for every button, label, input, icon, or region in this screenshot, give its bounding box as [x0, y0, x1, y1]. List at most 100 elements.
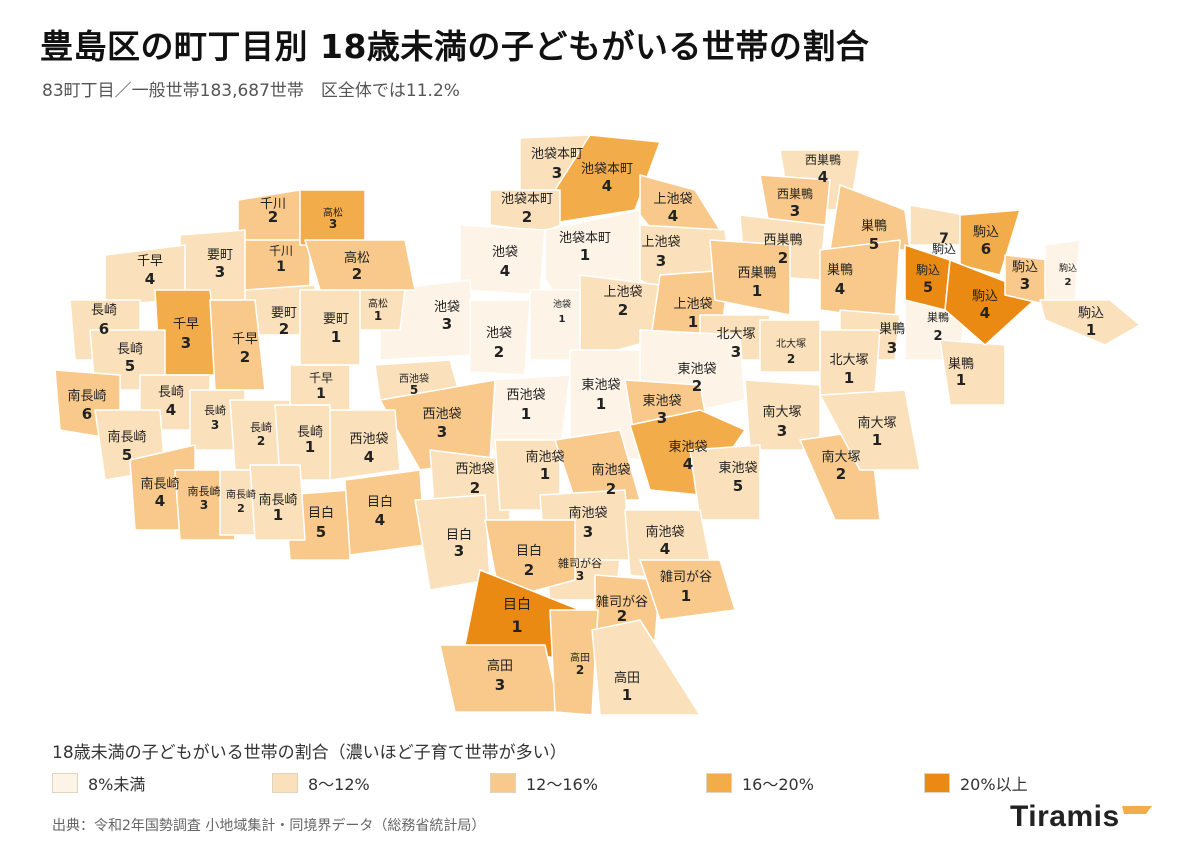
area-name-label: 千早 [232, 332, 258, 347]
area-name-label: 要町 [207, 248, 233, 263]
area-number-label: 1 [540, 465, 550, 483]
area-number-label: 3 [495, 676, 505, 694]
area-name-label: 池袋 [434, 300, 460, 315]
area-name-label: 西巣鴨 [777, 187, 813, 201]
area-name-label: 巣鴨 [948, 357, 974, 372]
area-number-label: 1 [622, 686, 632, 704]
area-name-label: 千川 [260, 197, 286, 212]
area-number-label: 1 [511, 617, 522, 636]
area-name-label: 要町 [271, 306, 297, 321]
area-name-label: 巣鴨 [861, 219, 887, 234]
area-number-label: 2 [522, 208, 532, 226]
legend-item-20-plus: 20%以上 [924, 770, 1028, 796]
area-name-label: 目白 [516, 543, 542, 559]
map-area [274, 404, 331, 481]
area-number-label: 6 [99, 320, 109, 338]
map-area [819, 239, 901, 321]
map-area [639, 559, 736, 621]
area-name-label: 池袋 [486, 326, 512, 341]
area-name-label: 東池袋 [677, 361, 716, 377]
area-number-label: 1 [681, 587, 691, 605]
area-number-label: 2 [787, 352, 795, 366]
map-area [909, 204, 966, 246]
area-name-label: 池袋本町 [581, 162, 633, 177]
area-name-label: 北大塚 [829, 353, 868, 368]
area-name-label: 駒込 [1078, 306, 1104, 321]
area-number-label: 2 [524, 561, 534, 579]
area-number-label: 3 [656, 252, 666, 270]
area-name-label: 長崎 [297, 425, 323, 440]
area-name-label: 巣鴨 [879, 322, 905, 337]
area-number-label: 2 [933, 329, 942, 344]
map-area [459, 224, 546, 296]
area-number-label: 4 [500, 262, 510, 280]
area-number-label: 3 [211, 418, 219, 432]
area-name-label: 西池袋 [349, 432, 388, 447]
map-area [939, 339, 1006, 406]
area-name-label: 千早 [137, 254, 163, 269]
area-number-label: 1 [331, 328, 341, 346]
area-name-label: 目白 [308, 505, 334, 521]
area-name-label: 南池袋 [591, 462, 630, 478]
map-area [554, 429, 641, 501]
area-name-label: 南池袋 [568, 505, 607, 521]
area-number-label: 4 [980, 304, 990, 322]
brand-logo: Tiramis [1010, 800, 1160, 840]
area-number-label: 3 [552, 164, 562, 182]
area-name-label: 目白 [503, 597, 531, 613]
area-name-label: 長崎 [158, 385, 184, 400]
area-name-label: 上池袋 [673, 297, 712, 312]
area-name-label: 要町 [323, 312, 349, 327]
area-name-label: 南長崎 [226, 488, 256, 501]
area-number-label: 2 [836, 465, 846, 483]
legend-item-under-8: 8%未満 [52, 770, 145, 796]
area-name-label: 高田 [487, 658, 513, 674]
map-area [289, 364, 351, 411]
area-number-label: 2 [268, 208, 278, 226]
area-name-label: 南長崎 [67, 388, 106, 404]
legend-swatch [52, 773, 78, 793]
area-number-label: 4 [155, 492, 165, 510]
area-name-label: 南長崎 [188, 484, 221, 498]
legend-swatch [490, 773, 516, 793]
area-number-label: 3 [576, 569, 584, 583]
area-number-label: 3 [200, 498, 208, 512]
area-name-label: 池袋本町 [531, 147, 583, 162]
legend-label: 8%未満 [88, 775, 146, 794]
area-number-label: 3 [437, 423, 447, 441]
brand-name: Tiramis [1010, 800, 1120, 833]
area-name-label: 北大塚 [776, 337, 806, 350]
area-number-label: 3 [329, 217, 337, 231]
area-name-label: 西巣鴨 [737, 266, 776, 281]
map-area [484, 519, 576, 601]
map-subtitle: 83町丁目／一般世帯183,687世帯 区全体では11.2% [42, 81, 460, 101]
area-name-label: 上池袋 [653, 192, 692, 207]
area-name-label: 千早 [173, 317, 199, 332]
area-number-label: 3 [215, 263, 225, 281]
area-number-label: 1 [305, 438, 315, 456]
area-number-label: 1 [844, 369, 854, 387]
area-number-label: 1 [956, 371, 966, 389]
area-name-label: 高田 [570, 651, 590, 664]
area-number-label: 1 [521, 405, 531, 423]
area-number-label: 3 [790, 202, 800, 220]
map-area [709, 239, 791, 316]
area-number-label: 3 [777, 422, 787, 440]
area-number-label: 4 [668, 207, 678, 225]
area-number-label: 3 [442, 315, 452, 333]
area-name-label: 千早 [309, 371, 333, 385]
area-number-label: 2 [240, 348, 250, 366]
legend-swatch [924, 773, 950, 793]
area-name-label: 南大塚 [762, 404, 801, 420]
area-name-label: 目白 [446, 527, 472, 543]
area-number-label: 2 [1065, 277, 1072, 288]
area-name-label: 駒込 [916, 263, 940, 277]
area-name-label: 巣鴨 [927, 310, 949, 324]
area-name-label: 高松 [368, 297, 388, 310]
area-name-label: 池袋 [553, 298, 571, 310]
map-area [304, 239, 416, 291]
area-number-label: 2 [237, 502, 245, 515]
area-number-label: 2 [279, 320, 289, 338]
area-number-label: 2 [618, 301, 628, 319]
